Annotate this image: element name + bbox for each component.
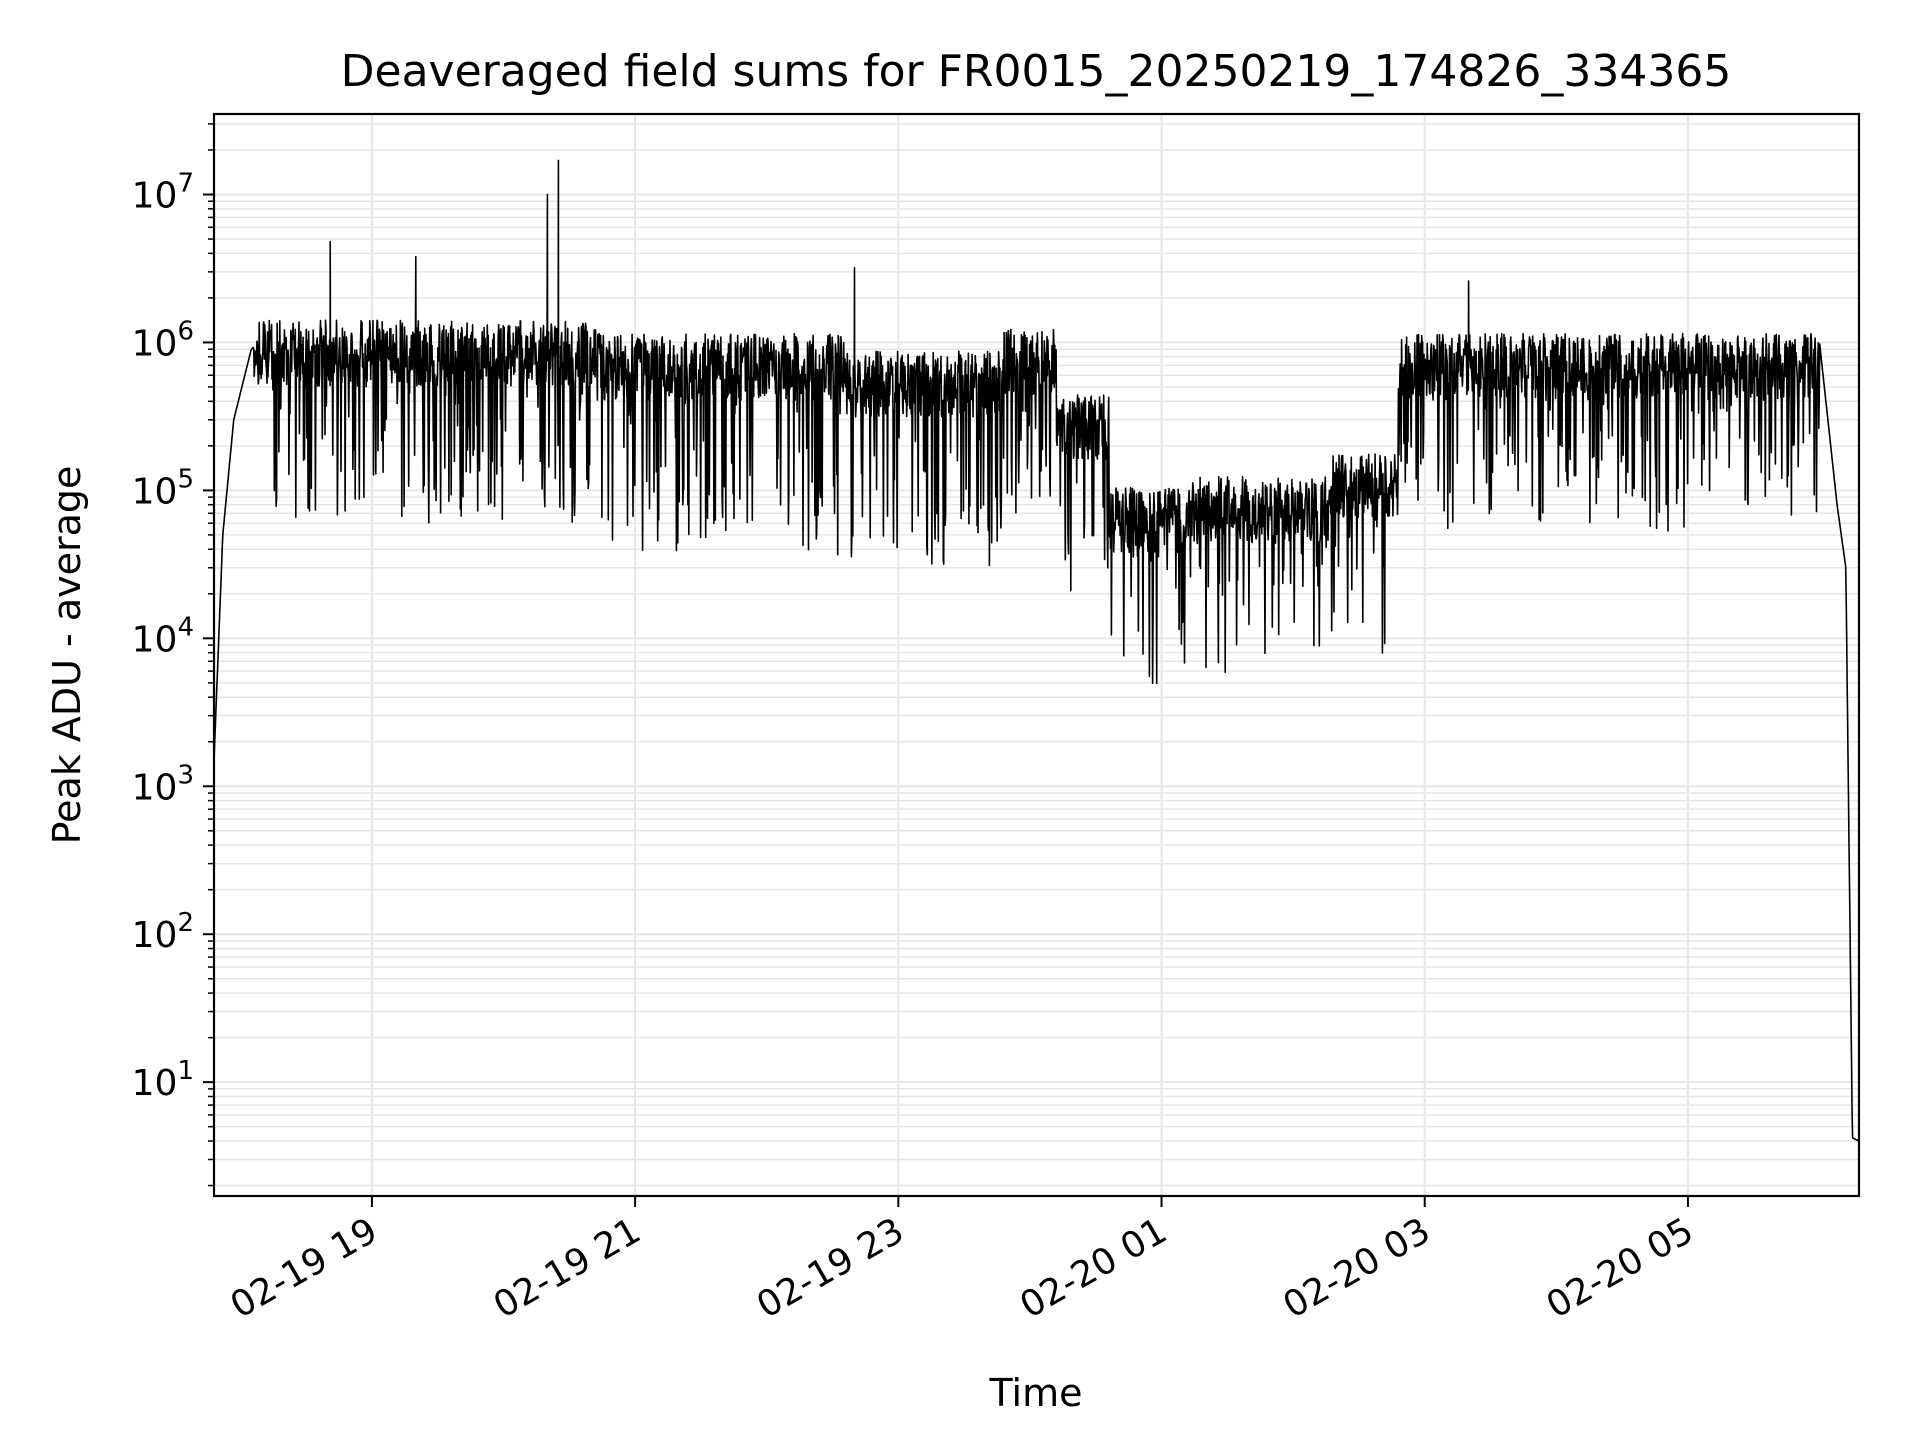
y-tick-label: 102 xyxy=(132,908,194,956)
plot-frame xyxy=(212,112,1861,1198)
chart-title: Deaveraged field sums for FR0015_2025021… xyxy=(341,46,1732,97)
y-axis-ticks: 101 102 103 104 105 106 107 xyxy=(132,123,214,1187)
series-line xyxy=(213,159,1860,1142)
y-tick-label: 101 xyxy=(132,1056,194,1104)
x-axis-label: Time xyxy=(989,1371,1083,1415)
y-tick-label: 103 xyxy=(132,760,194,808)
y-tick-label: 107 xyxy=(132,168,194,216)
y-tick-label: 106 xyxy=(132,316,194,364)
y-axis-label: Peak ADU - average xyxy=(45,466,89,845)
y-tick-label: 104 xyxy=(132,612,194,660)
y-tick-label: 105 xyxy=(132,464,194,512)
grid xyxy=(214,114,1859,1196)
